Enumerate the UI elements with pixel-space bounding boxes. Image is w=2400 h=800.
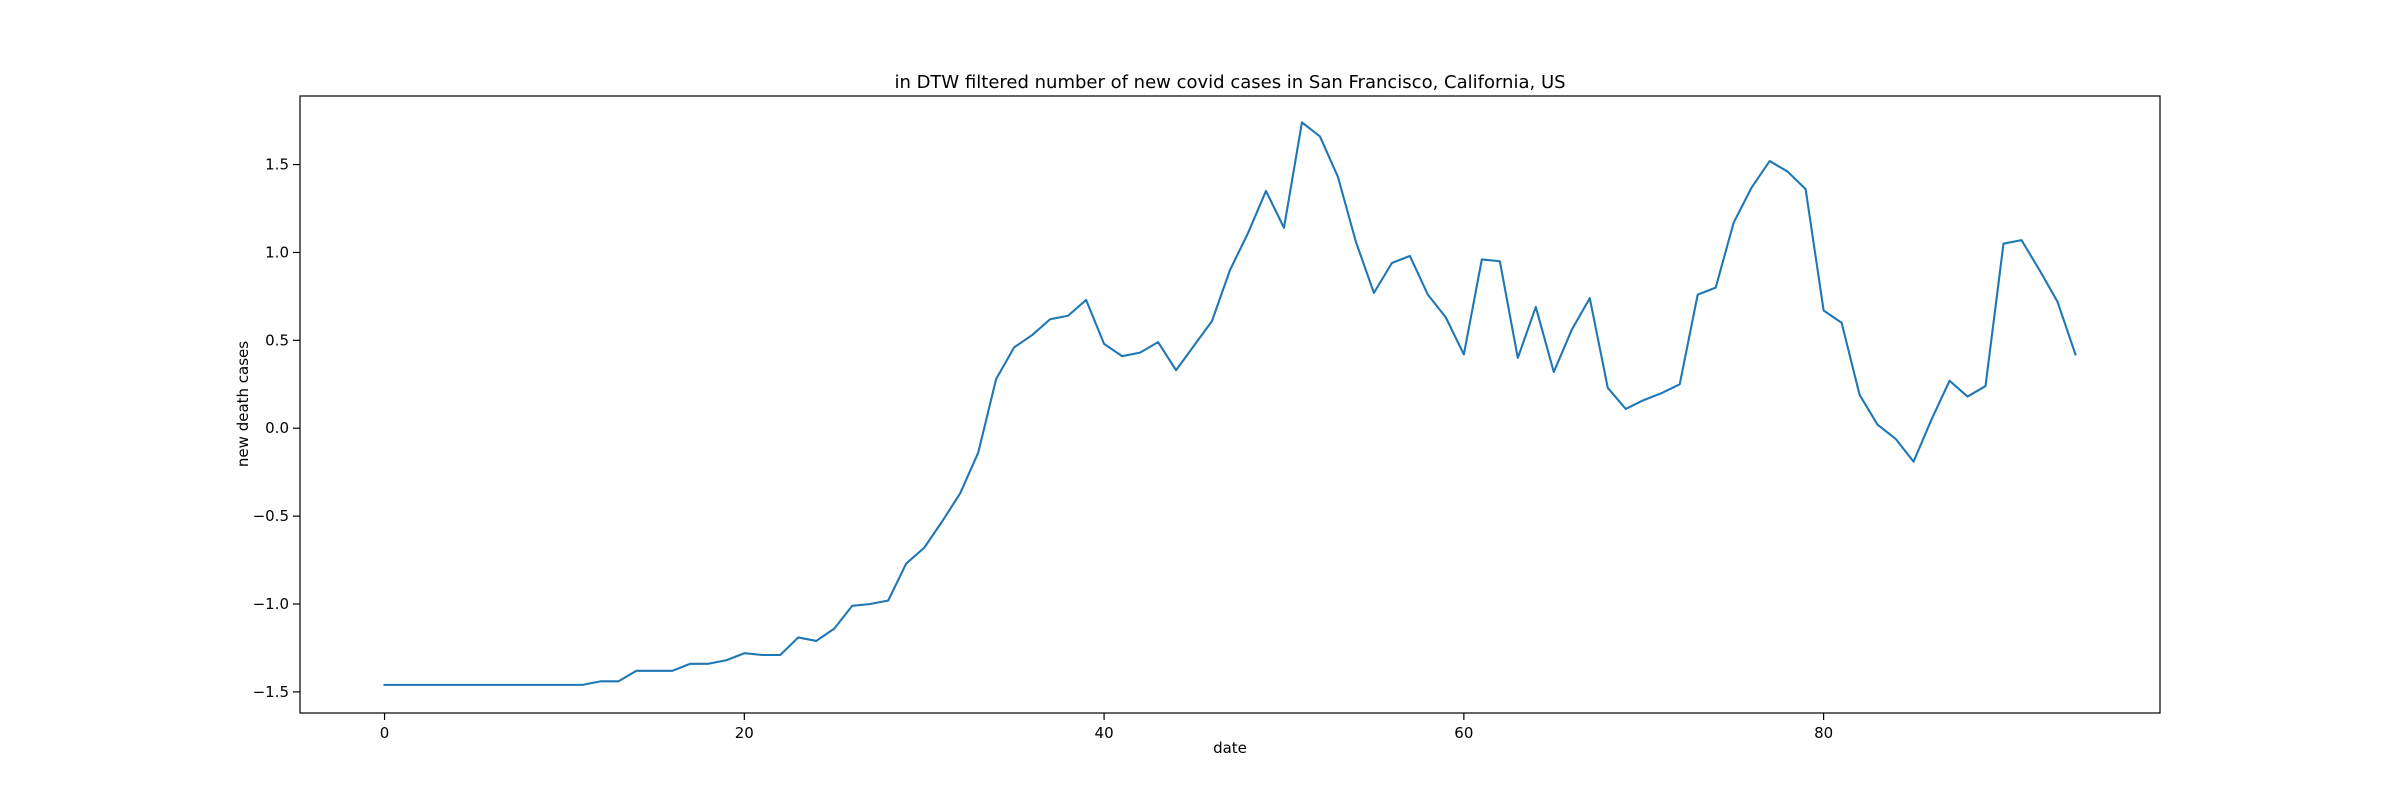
y-tick-label: 0.0 — [265, 419, 289, 437]
y-tick-label: −0.5 — [253, 507, 289, 525]
y-tick-label: 1.0 — [265, 243, 289, 261]
x-tick-label: 60 — [1454, 724, 1473, 742]
chart-title: in DTW filtered number of new covid case… — [894, 72, 1565, 93]
y-tick-label: 1.5 — [265, 156, 289, 174]
series-line — [383, 121, 2077, 686]
y-axis: −1.5 −1.0 −0.5 0.0 0.5 1.0 1.5 — [253, 156, 300, 701]
y-tick-label: 0.5 — [265, 331, 289, 349]
y-tick-label: −1.5 — [253, 683, 289, 701]
x-axis: 0 20 40 60 80 — [380, 713, 1833, 742]
y-tick-label: −1.0 — [253, 595, 289, 613]
plot-area — [383, 121, 2077, 686]
y-axis-label: new death cases — [234, 341, 252, 467]
x-tick-label: 80 — [1814, 724, 1833, 742]
x-tick-label: 20 — [735, 724, 754, 742]
x-tick-label: 0 — [380, 724, 390, 742]
x-tick-label: 40 — [1095, 724, 1114, 742]
x-axis-label: date — [1213, 739, 1247, 757]
plot-frame — [299, 95, 2161, 714]
